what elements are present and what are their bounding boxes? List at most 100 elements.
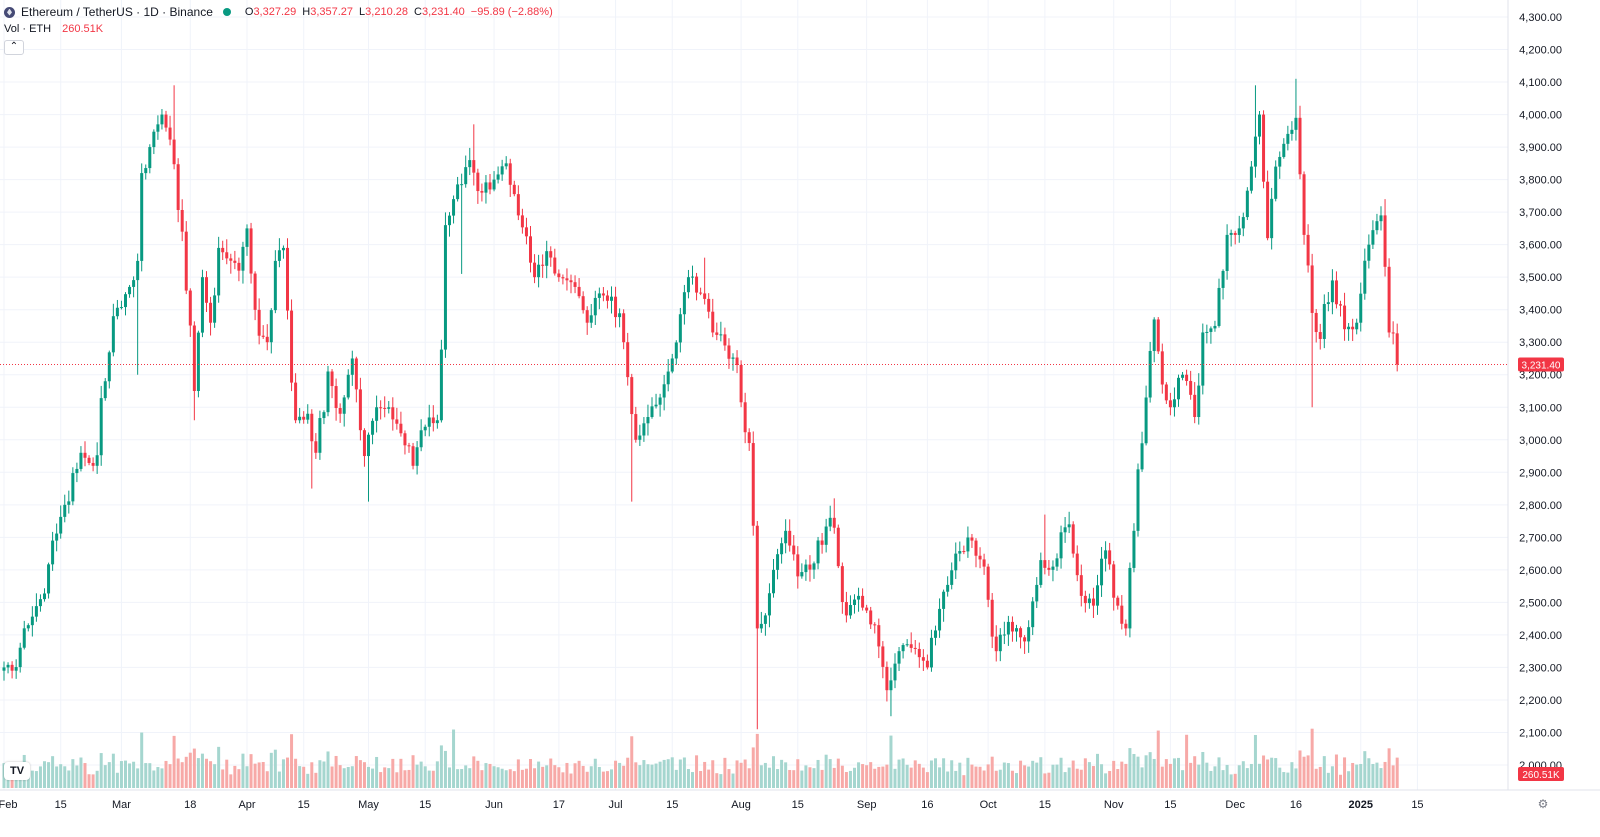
volume-bar — [1091, 766, 1095, 788]
volume-legend: Vol · ETH 260.51K — [4, 23, 103, 35]
candle-body — [727, 345, 731, 359]
candle-body — [111, 316, 115, 353]
candle — [1274, 160, 1278, 202]
candle — [241, 241, 245, 284]
candle — [1221, 269, 1225, 300]
volume-bar — [306, 773, 310, 788]
volume-bar — [1071, 760, 1075, 788]
candle — [970, 533, 974, 548]
volume-bar — [553, 765, 557, 788]
candle-body — [1039, 560, 1043, 585]
volume-bar — [1100, 764, 1104, 788]
candle-body — [213, 295, 217, 323]
candle — [934, 625, 937, 646]
volume-bar — [934, 758, 937, 788]
volume-bar — [820, 769, 824, 788]
candle-body — [484, 182, 488, 193]
gear-icon[interactable]: ⚙ — [1537, 797, 1549, 811]
candle — [974, 538, 978, 568]
collapse-legend-button[interactable]: ⌃ — [4, 40, 24, 55]
candle — [269, 308, 273, 354]
time-tick-label: May — [358, 799, 379, 811]
volume-bar — [743, 759, 747, 788]
volume-bar — [1233, 773, 1237, 788]
candle — [407, 442, 411, 453]
volume-bar — [666, 759, 670, 788]
volume-bar — [561, 772, 565, 788]
candle — [759, 611, 763, 633]
volume-bar — [707, 769, 711, 788]
candle-body — [784, 530, 788, 544]
candle — [853, 594, 856, 614]
time-tick-label: 15 — [792, 799, 804, 811]
volume-bar — [310, 762, 314, 788]
candle — [443, 212, 447, 358]
time-axis[interactable]: Feb 15 Mar 18 Apr 15 May 15 Jun 17 Jul 15 Aug 15 Sep 16… — [0, 789, 1600, 811]
candle-body — [1006, 621, 1010, 635]
candle-body — [743, 402, 747, 433]
candle-body — [755, 525, 759, 629]
candle — [622, 309, 626, 350]
candle-body — [1241, 217, 1245, 229]
volume-bar — [476, 760, 480, 788]
candle — [6, 662, 10, 674]
candle-body — [423, 426, 427, 431]
candle-body — [1132, 530, 1136, 568]
candle-body — [950, 570, 954, 585]
candle — [1087, 593, 1091, 609]
volume-bar — [435, 761, 439, 788]
candle — [593, 290, 597, 325]
volume-bar — [132, 761, 136, 788]
candle-body — [1225, 234, 1229, 271]
candle-body — [1031, 601, 1035, 628]
candle-body — [1144, 397, 1148, 444]
volume-bar — [1298, 750, 1302, 788]
candle — [1010, 616, 1014, 642]
candle-body — [808, 564, 812, 570]
candle — [346, 369, 350, 400]
candle-body — [330, 371, 334, 387]
volume-bar — [107, 762, 111, 788]
volume-bar — [1023, 765, 1027, 788]
candle-body — [294, 382, 298, 421]
candle-body — [310, 413, 314, 442]
candle-body — [982, 559, 986, 567]
candle — [1002, 621, 1006, 645]
candle-body — [1217, 287, 1221, 326]
candle — [715, 322, 719, 341]
volume-bar — [484, 763, 488, 788]
candle — [419, 419, 423, 452]
candle-body — [334, 386, 338, 409]
candle — [638, 424, 642, 446]
volume-bar — [1318, 766, 1322, 788]
candle-body — [1306, 234, 1310, 266]
price-axis[interactable]: 2,000.002,100.002,200.002,300.002,400.00… — [1507, 0, 1564, 790]
candle-body — [1108, 550, 1112, 565]
candle-body — [456, 184, 460, 200]
candle — [703, 257, 707, 305]
volume-label[interactable]: Vol · ETH — [4, 23, 52, 35]
candle — [103, 378, 107, 401]
volume-bar — [314, 772, 318, 788]
candle — [1383, 199, 1387, 277]
candle — [1209, 326, 1213, 344]
candle-body — [654, 404, 658, 407]
volume-bar — [703, 761, 707, 788]
candle — [172, 85, 176, 170]
tradingview-logo[interactable]: TV — [4, 762, 30, 780]
candle — [205, 271, 208, 313]
volume-bar — [1075, 768, 1079, 788]
candle — [480, 183, 484, 202]
candle-body — [1035, 584, 1039, 602]
candle-body — [857, 595, 861, 600]
volume-bar — [83, 763, 87, 788]
candle-body — [650, 406, 654, 418]
grid — [0, 0, 1508, 790]
volume-bar — [1177, 757, 1180, 788]
candle-body — [18, 647, 22, 668]
volume-bar — [881, 766, 885, 788]
symbol-title[interactable]: Ethereum / TetherUS · 1D · Binance — [21, 5, 213, 19]
candle-body — [132, 280, 136, 287]
